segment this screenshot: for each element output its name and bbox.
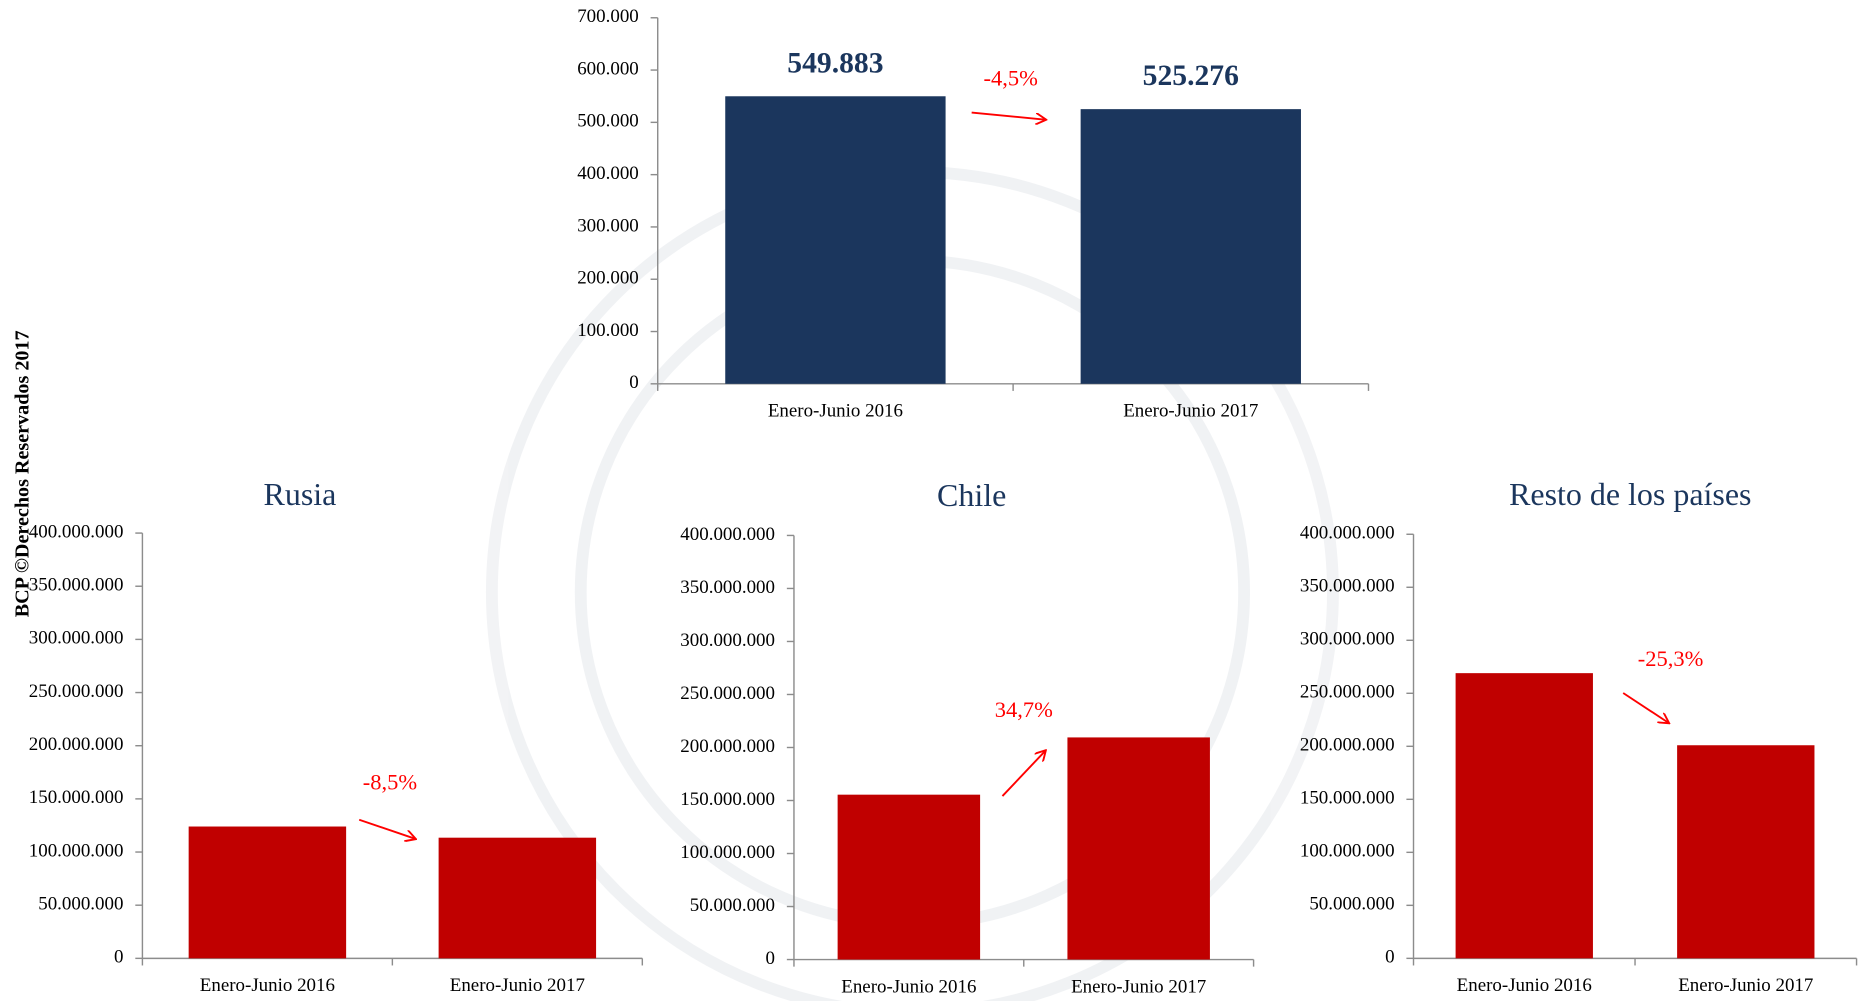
- y-tick-label: 350.000.000: [680, 577, 775, 598]
- x-tick-label: Enero-Junio 2017: [1123, 401, 1258, 422]
- x-tick-label: Enero-Junio 2016: [768, 401, 903, 422]
- bar: [1677, 745, 1815, 959]
- y-tick-label: 250.000.000: [680, 683, 775, 704]
- y-tick-label: 50.000.000: [38, 894, 123, 915]
- y-tick-label: 400.000: [577, 163, 639, 184]
- y-tick-label: 50.000.000: [1309, 894, 1394, 915]
- x-tick-label: Enero-Junio 2016: [200, 975, 335, 996]
- chart-title: Resto de los países: [1509, 477, 1751, 512]
- change-arrow: [1622, 692, 1668, 723]
- bar: [188, 826, 347, 959]
- change-annotation: -4,5%: [984, 66, 1038, 91]
- y-tick-label: 0: [766, 948, 775, 969]
- change-arrow: [358, 818, 415, 839]
- change-arrow: [971, 111, 1045, 120]
- y-tick-label: 200.000: [577, 268, 639, 289]
- y-tick-label: 350.000.000: [1300, 576, 1395, 597]
- side-note: BCP ©Derechos Reservados 2017: [12, 330, 34, 617]
- bar: [1067, 737, 1210, 960]
- data-label: 525.276: [1143, 60, 1239, 92]
- bar: [837, 794, 981, 960]
- x-tick-label: Enero-Junio 2017: [1678, 975, 1813, 996]
- bar: [1080, 109, 1301, 384]
- y-tick-label: 200.000.000: [1300, 735, 1395, 756]
- chart-title: Chile: [937, 478, 1006, 513]
- y-tick-label: 100.000.000: [1300, 841, 1395, 862]
- y-tick-label: 250.000.000: [29, 681, 124, 702]
- y-tick-label: 300.000.000: [680, 630, 775, 651]
- y-tick-label: 700.000: [577, 6, 639, 27]
- y-tick-label: 200.000.000: [680, 736, 775, 757]
- y-tick-label: 300.000: [577, 215, 639, 236]
- y-tick-label: 100.000.000: [29, 840, 124, 861]
- y-tick-label: 400.000.000: [680, 524, 775, 545]
- x-tick-label: Enero-Junio 2016: [841, 976, 976, 997]
- change-annotation: -25,3%: [1638, 646, 1704, 671]
- change-arrow: [1001, 751, 1045, 797]
- y-tick-label: 150.000.000: [1300, 788, 1395, 809]
- y-tick-label: 0: [1385, 947, 1394, 968]
- y-tick-label: 300.000.000: [1300, 629, 1395, 650]
- change-annotation: 34,7%: [995, 697, 1053, 722]
- y-tick-label: 500.000: [577, 111, 639, 132]
- x-tick-label: Enero-Junio 2017: [1071, 976, 1206, 997]
- bar: [725, 96, 946, 384]
- y-tick-label: 50.000.000: [690, 895, 775, 916]
- x-tick-label: Enero-Junio 2016: [1457, 975, 1592, 996]
- x-tick-label: Enero-Junio 2017: [450, 975, 585, 996]
- y-tick-label: 100.000.000: [680, 842, 775, 863]
- data-label: 549.883: [787, 47, 883, 79]
- y-tick-label: 100.000: [577, 320, 639, 341]
- bar: [438, 837, 597, 959]
- y-tick-label: 250.000.000: [1300, 682, 1395, 703]
- y-tick-label: 150.000.000: [680, 789, 775, 810]
- y-tick-label: 350.000.000: [29, 575, 124, 596]
- y-tick-label: 400.000.000: [1300, 523, 1395, 544]
- change-annotation: -8,5%: [363, 769, 417, 794]
- y-tick-label: 400.000.000: [29, 521, 124, 542]
- y-tick-label: 200.000.000: [29, 734, 124, 755]
- y-tick-label: 600.000: [577, 58, 639, 79]
- y-tick-label: 300.000.000: [29, 628, 124, 649]
- bar: [1455, 673, 1593, 959]
- y-tick-label: 0: [114, 947, 123, 968]
- y-tick-label: 0: [629, 372, 638, 393]
- chart-title: Rusia: [264, 477, 337, 512]
- y-tick-label: 150.000.000: [29, 787, 124, 808]
